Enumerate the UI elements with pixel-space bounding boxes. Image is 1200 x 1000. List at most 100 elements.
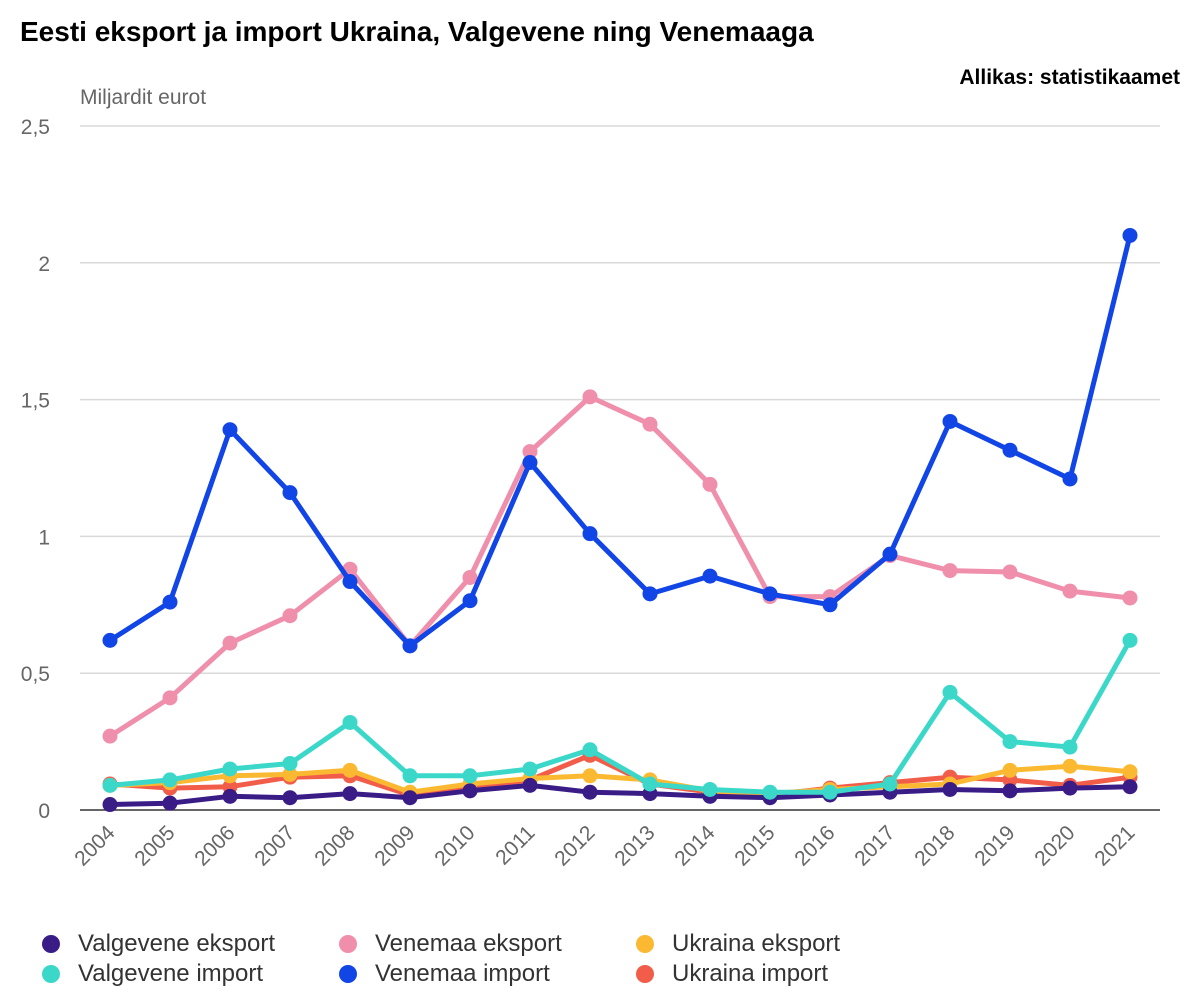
y-tick-label: 0 bbox=[38, 800, 50, 823]
x-tick-label: 2005 bbox=[130, 821, 179, 870]
data-point bbox=[402, 790, 418, 806]
data-point bbox=[702, 781, 718, 797]
data-point bbox=[282, 766, 298, 782]
data-point bbox=[582, 768, 598, 784]
legend-label: Ukraina import bbox=[672, 960, 829, 987]
legend-item: Ukraina import bbox=[636, 960, 828, 988]
data-point bbox=[102, 728, 118, 744]
data-point bbox=[1122, 590, 1138, 606]
data-point bbox=[342, 762, 358, 778]
series-line bbox=[107, 637, 1133, 795]
data-point bbox=[822, 597, 838, 613]
data-point bbox=[162, 594, 178, 610]
y-axis-label: Miljardit eurot bbox=[80, 86, 207, 109]
x-tick-label: 2018 bbox=[910, 821, 959, 870]
data-point bbox=[582, 526, 598, 542]
series-line bbox=[107, 232, 1133, 649]
x-tick-label: 2020 bbox=[1030, 821, 1079, 870]
data-point bbox=[1062, 739, 1078, 755]
data-point bbox=[822, 784, 838, 800]
data-point bbox=[1002, 783, 1018, 799]
legend-marker bbox=[636, 965, 654, 983]
y-tick-label: 2,5 bbox=[21, 116, 50, 139]
series-line bbox=[107, 763, 1133, 797]
data-point bbox=[222, 422, 238, 438]
data-point bbox=[222, 761, 238, 777]
legend-item: Ukraina eksport bbox=[636, 930, 840, 958]
series-line bbox=[107, 782, 1133, 807]
x-tick-label: 2010 bbox=[430, 821, 479, 870]
legend-label: Venemaa eksport bbox=[375, 930, 562, 957]
data-point bbox=[162, 772, 178, 788]
data-point bbox=[102, 632, 118, 648]
data-point bbox=[702, 568, 718, 584]
data-point bbox=[642, 586, 658, 602]
data-point bbox=[762, 586, 778, 602]
data-point bbox=[882, 546, 898, 562]
data-point bbox=[162, 795, 178, 811]
data-point bbox=[102, 777, 118, 793]
data-point bbox=[942, 781, 958, 797]
data-point bbox=[702, 476, 718, 492]
data-point bbox=[102, 797, 118, 813]
legend-label: Ukraina eksport bbox=[672, 930, 841, 957]
data-point bbox=[1062, 780, 1078, 796]
data-point bbox=[1002, 564, 1018, 580]
chart-source: Allikas: statistikaamet bbox=[959, 66, 1180, 89]
data-point bbox=[342, 574, 358, 590]
data-point bbox=[942, 413, 958, 429]
legend-item: Venemaa import bbox=[339, 960, 550, 988]
x-tick-label: 2004 bbox=[70, 821, 120, 871]
data-point bbox=[222, 635, 238, 651]
legend-marker bbox=[339, 935, 357, 953]
data-point bbox=[1002, 762, 1018, 778]
data-point bbox=[1062, 583, 1078, 599]
y-tick-label: 1,5 bbox=[21, 390, 50, 413]
data-point bbox=[1122, 632, 1138, 648]
data-point bbox=[582, 389, 598, 405]
data-point bbox=[282, 790, 298, 806]
data-point bbox=[522, 455, 538, 471]
legend-item: Valgevene import bbox=[42, 960, 263, 988]
legend-label: Valgevene import bbox=[78, 960, 263, 987]
x-tick-label: 2008 bbox=[310, 821, 359, 870]
x-tick-label: 2017 bbox=[850, 821, 899, 870]
data-point bbox=[1122, 227, 1138, 243]
data-point bbox=[1002, 734, 1018, 750]
x-tick-label: 2021 bbox=[1090, 821, 1139, 870]
data-point bbox=[402, 768, 418, 784]
data-point bbox=[642, 416, 658, 432]
x-tick-label: 2014 bbox=[670, 821, 720, 871]
x-tick-label: 2009 bbox=[370, 821, 419, 870]
legend-item: Venemaa eksport bbox=[339, 930, 562, 958]
data-point bbox=[582, 742, 598, 758]
x-tick-label: 2015 bbox=[730, 821, 779, 870]
x-tick-label: 2012 bbox=[550, 821, 599, 870]
data-point bbox=[1062, 471, 1078, 487]
legend-label: Valgevene eksport bbox=[78, 930, 276, 957]
data-point bbox=[942, 684, 958, 700]
data-point bbox=[282, 485, 298, 501]
data-point bbox=[282, 608, 298, 624]
data-point bbox=[522, 761, 538, 777]
data-point bbox=[882, 776, 898, 792]
data-point bbox=[582, 784, 598, 800]
data-point bbox=[462, 569, 478, 585]
data-point bbox=[942, 563, 958, 579]
x-tick-label: 2007 bbox=[250, 821, 299, 870]
legend-marker bbox=[42, 935, 60, 953]
x-tick-label: 2016 bbox=[790, 821, 839, 870]
data-point bbox=[342, 714, 358, 730]
data-point bbox=[282, 755, 298, 771]
x-tick-label: 2011 bbox=[491, 821, 539, 869]
data-point bbox=[462, 593, 478, 609]
series-line bbox=[107, 394, 1133, 739]
data-point bbox=[522, 444, 538, 460]
data-point bbox=[762, 784, 778, 800]
y-tick-label: 2 bbox=[38, 253, 50, 276]
data-point bbox=[342, 786, 358, 802]
data-point bbox=[162, 690, 178, 706]
data-point bbox=[402, 638, 418, 654]
legend-marker bbox=[42, 965, 60, 983]
data-point bbox=[1002, 442, 1018, 458]
